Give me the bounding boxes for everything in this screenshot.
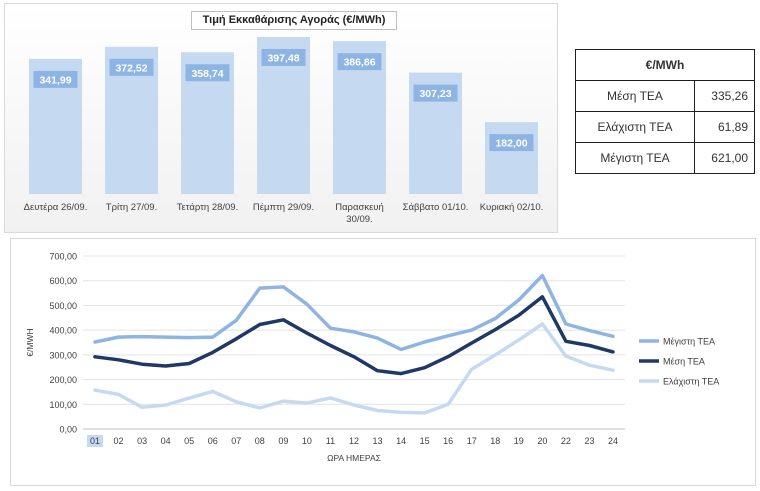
- bar-category-label: Δευτέρα 26/09.: [24, 202, 88, 213]
- bar-value-label-bg: [261, 48, 306, 66]
- y-tick-label: 100,00: [49, 400, 77, 410]
- bar-value-label: 307,23: [419, 88, 451, 100]
- bar-value-label: 397,48: [267, 52, 299, 64]
- x-tick-label: 12: [349, 436, 359, 446]
- stats-value: 335,26: [694, 80, 755, 112]
- x-tick-label: 11: [326, 436, 335, 446]
- bar-value-label: 341,99: [39, 74, 71, 86]
- x-tick-label: 19: [514, 436, 524, 446]
- x-tick-label: 15: [420, 436, 430, 446]
- x-tick-label: 09: [278, 436, 288, 446]
- bar-value-label-bg: [337, 53, 382, 71]
- x-axis-label: ΩΡΑ ΗΜΕΡΑΣ: [327, 453, 381, 463]
- x-tick-label: 01: [90, 436, 100, 446]
- bar-value-label-bg: [33, 70, 78, 88]
- series-line: [93, 322, 615, 415]
- bar-value-label: 182,00: [495, 138, 527, 150]
- stats-label: Ελάχιστη ΤΕΑ: [575, 111, 695, 143]
- series-line: [93, 273, 615, 352]
- x-tick-label: 23: [584, 436, 594, 446]
- stats-value: 61,89: [694, 111, 755, 143]
- y-tick-label: 300,00: [49, 350, 77, 360]
- legend-label: Ελάχιστη ΤΕΑ: [663, 377, 719, 387]
- bar-value-label-bg: [413, 84, 458, 102]
- x-tick-label: 03: [137, 436, 147, 446]
- bar-chart-title: Τιμή Εκκαθάρισης Αγοράς (€/MWh): [191, 11, 397, 30]
- legend-label: Μέγιστη ΤΕΑ: [663, 337, 715, 347]
- y-axis-label: €/MWH: [25, 328, 35, 356]
- x-tick-label: 06: [208, 436, 218, 446]
- x-tick-label: 24: [608, 436, 618, 446]
- bar-chart-panel: Τιμή Εκκαθάρισης Αγοράς (€/MWh) 341,99 Δε…: [4, 3, 558, 233]
- bar-category-label: Σάββατο 01/10.: [403, 202, 469, 213]
- bar: [485, 122, 538, 194]
- x-tick-label: 07: [231, 436, 241, 446]
- x-tick-highlight: [87, 435, 103, 447]
- bar-category-label: Πέμπτη 29/09.: [253, 202, 314, 213]
- bar-category-label: 30/09.: [346, 214, 372, 225]
- y-tick-label: 400,00: [49, 326, 77, 336]
- line-chart-panel: 0,00 100,00 200,00 300,00 400,00 500,00 600,00…: [10, 238, 756, 486]
- x-tick-label: 22: [561, 436, 571, 446]
- bar-value-label: 358,74: [191, 68, 223, 80]
- stats-row-min: Ελάχιστη ΤΕΑ 61,89: [575, 111, 755, 143]
- y-tick-label: 600,00: [49, 276, 77, 286]
- bar-value-label-bg: [185, 64, 230, 82]
- y-tick-label: 700,00: [49, 252, 77, 262]
- line-chart: 0,00 100,00 200,00 300,00 400,00 500,00 600,00…: [25, 252, 719, 464]
- x-tick-label: 20: [537, 436, 547, 446]
- x-tick-label: 18: [490, 436, 500, 446]
- bar-value-label-bg: [489, 134, 534, 152]
- stats-table: €/MWh Μέση ΤΕΑ 335,26 Ελάχιστη ΤΕΑ 61,89…: [575, 49, 755, 174]
- x-tick-label: 14: [396, 436, 406, 446]
- stats-value: 621,00: [694, 142, 755, 174]
- bar-value-label: 386,86: [343, 57, 375, 69]
- bar-category-label: Παρασκευή: [335, 202, 384, 213]
- y-tick-label: 200,00: [49, 375, 77, 385]
- x-tick-label: 10: [302, 436, 312, 446]
- x-tick-label: 16: [443, 436, 453, 446]
- bar-value-label: 372,52: [115, 62, 147, 74]
- stats-label: Μέγιστη ΤΕΑ: [575, 142, 695, 174]
- stats-row-max: Μέγιστη ΤΕΑ 621,00: [575, 142, 755, 174]
- x-tick-label: 02: [114, 436, 124, 446]
- stats-row-mean: Μέση ΤΕΑ 335,26: [575, 80, 755, 112]
- y-tick-label: 0,00: [59, 425, 77, 435]
- x-tick-label: 17: [467, 436, 477, 446]
- bar-value-label-bg: [109, 58, 154, 76]
- stats-label: Μέση ΤΕΑ: [575, 80, 695, 112]
- stats-header: €/MWh: [575, 49, 755, 81]
- bar-category-label: Τρίτη 27/09.: [106, 202, 157, 213]
- x-tick-label: 13: [373, 436, 383, 446]
- bar-category-label: Κυριακή 02/10.: [480, 202, 544, 213]
- bar-category-label: Τετάρτη 28/09.: [177, 202, 238, 213]
- legend-label: Μέση ΤΕΑ: [663, 357, 705, 367]
- x-tick-label: 08: [255, 436, 265, 446]
- x-tick-label: 04: [161, 436, 171, 446]
- x-tick-label: 05: [184, 436, 194, 446]
- bar-chart: 341,99 Δευτέρα 26/09. 372,52 Τρίτη 27/09. 35…: [24, 36, 544, 225]
- series-line: [93, 295, 615, 376]
- y-tick-label: 500,00: [49, 301, 77, 311]
